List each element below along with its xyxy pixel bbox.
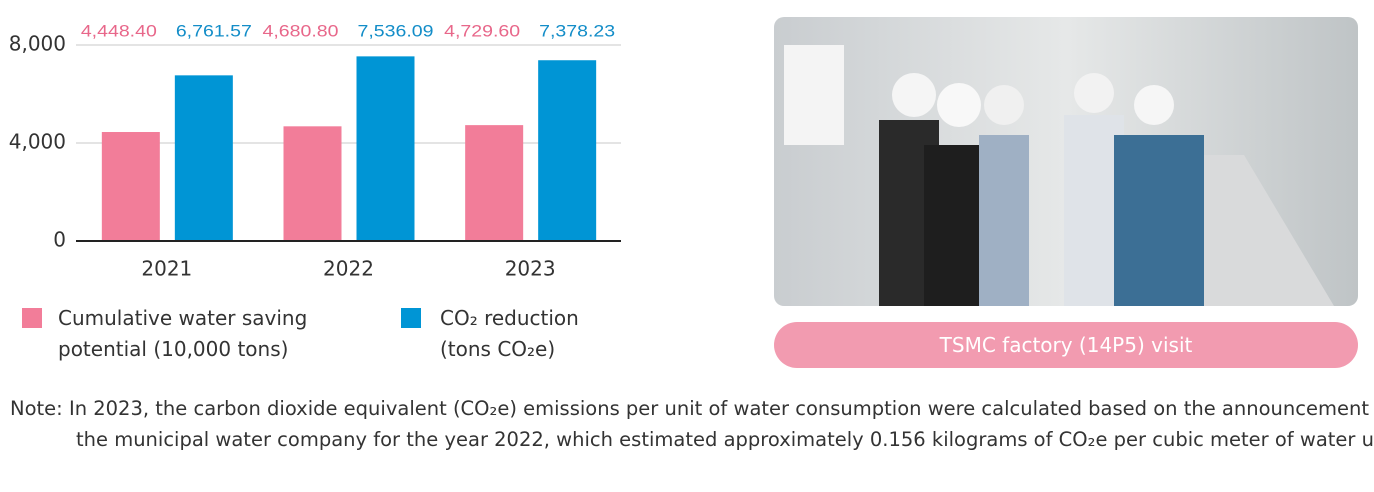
note: Note: In 2023, the carbon dioxide equiva…	[10, 393, 1374, 455]
x-tick-label: 2023	[505, 257, 556, 281]
y-tick-label: 8,000	[9, 32, 66, 56]
note-label: Note:	[10, 397, 63, 420]
value-label: 7,378.23	[539, 21, 615, 40]
bar	[101, 132, 160, 241]
value-label: 4,448.40	[81, 21, 157, 40]
value-label: 7,536.09	[358, 21, 434, 40]
legend-swatch	[22, 308, 42, 328]
photo-caption: TSMC factory (14P5) visit	[774, 322, 1358, 368]
legend-label: CO₂ reduction (tons CO₂e)	[440, 306, 579, 361]
value-label: 4,680.80	[263, 21, 339, 40]
y-tick-label: 4,000	[9, 130, 66, 154]
note-text: In 2023, the carbon dioxide equivalent (…	[68, 397, 1374, 451]
bar	[283, 126, 342, 241]
value-label: 4,729.60	[444, 21, 520, 40]
legend-swatch	[401, 308, 421, 328]
bar	[465, 125, 524, 241]
x-tick-label: 2021	[141, 257, 192, 281]
chart: 0 4,000 8,000 2021 4,448.40 6,761.57 2022 4,680…	[9, 21, 621, 281]
bar	[538, 60, 597, 241]
bar	[356, 56, 415, 241]
value-label: 6,761.57	[176, 21, 252, 40]
y-tick-label: 0	[53, 228, 66, 252]
bar	[174, 75, 233, 241]
x-tick-label: 2022	[323, 257, 374, 281]
legend-label: Cumulative water saving potential (10,00…	[58, 306, 308, 361]
photo	[774, 17, 1358, 306]
